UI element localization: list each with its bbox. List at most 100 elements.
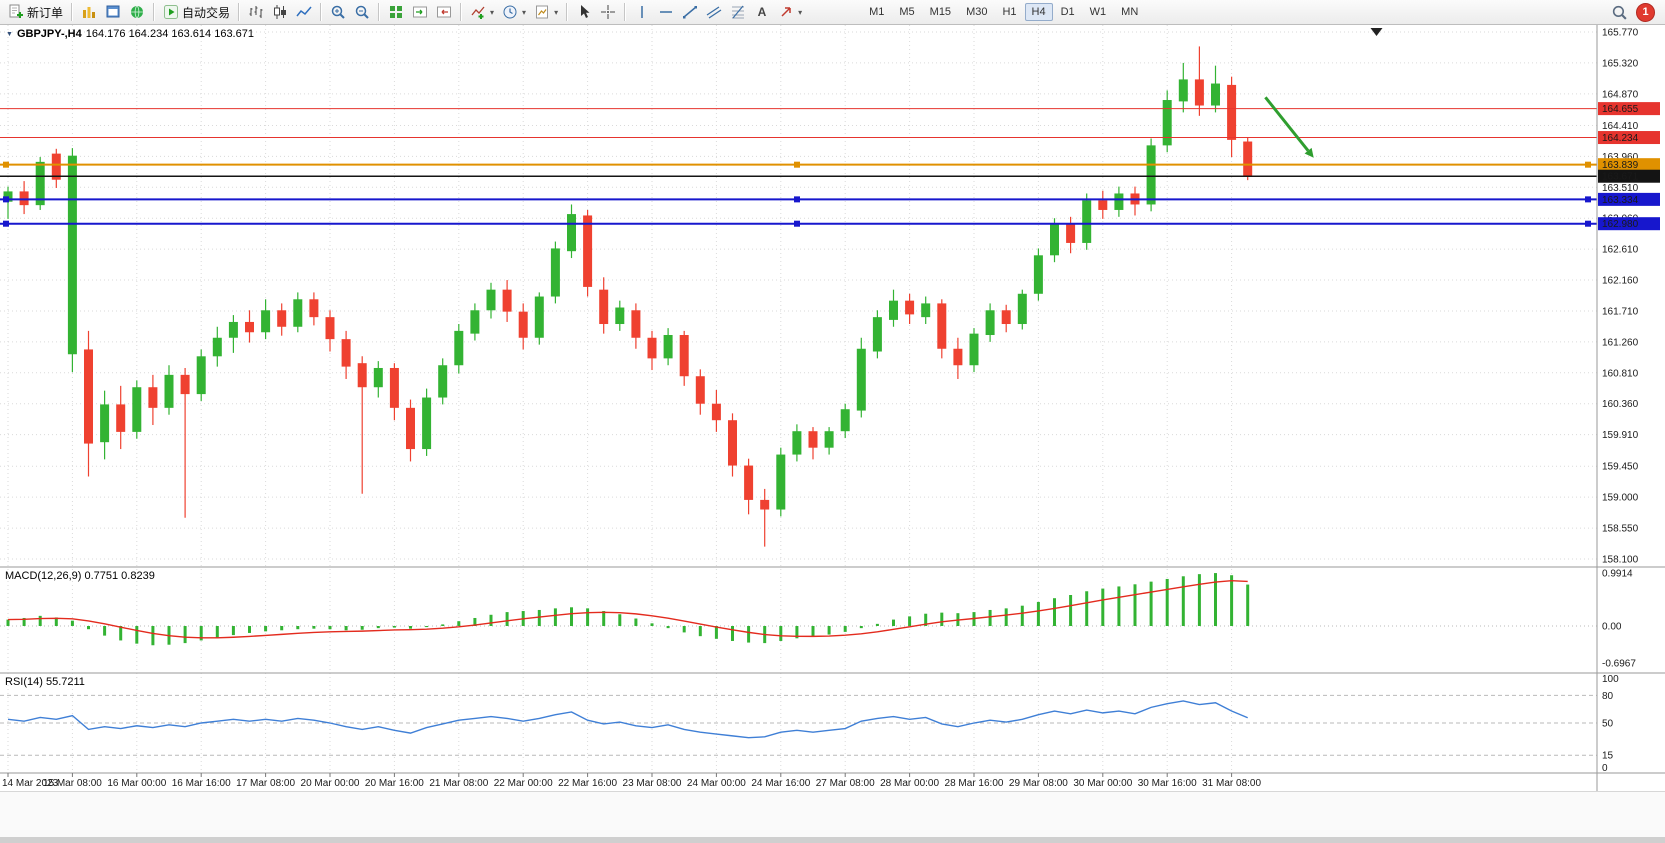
notification-badge[interactable]: 1 — [1636, 2, 1655, 22]
candle — [663, 335, 673, 359]
crosshair-icon — [601, 5, 616, 19]
rsi-axis-label: 80 — [1602, 691, 1614, 702]
time-axis-label: 28 Mar 00:00 — [880, 778, 939, 789]
line-handle[interactable] — [3, 196, 9, 203]
candle — [599, 289, 609, 325]
separator — [238, 3, 241, 21]
chart-background — [0, 25, 1665, 791]
line-handle[interactable] — [1585, 196, 1591, 203]
candle — [19, 191, 29, 206]
price-tick-label: 159.910 — [1602, 430, 1639, 441]
toolbar-right-group: 1 — [1611, 2, 1655, 22]
line-handle[interactable] — [794, 196, 800, 203]
window-resize-edge[interactable] — [0, 837, 1665, 843]
timeframe-button-M15[interactable]: M15 — [929, 6, 952, 18]
text-tool-button[interactable]: A — [750, 2, 774, 22]
macd-axis-label: 0.9914 — [1602, 568, 1633, 579]
timeframe-button-M5[interactable]: M5 — [899, 6, 915, 18]
timeframe-button-M30[interactable]: M30 — [966, 6, 988, 18]
candle — [647, 337, 657, 359]
indicators-button[interactable]: ▾ — [466, 2, 498, 22]
new-order-button[interactable]: 新订单 — [4, 2, 67, 23]
community-button[interactable] — [125, 2, 149, 22]
timeframe-button-H4[interactable]: H4 — [1024, 3, 1053, 21]
horizontal-line-tool-button[interactable] — [654, 2, 678, 22]
price-tick-label: 165.770 — [1602, 28, 1639, 39]
chart-shift-marker[interactable] — [1370, 28, 1383, 36]
channel-tool-button[interactable] — [702, 2, 726, 22]
tile-windows-button[interactable] — [384, 2, 408, 22]
templates-button[interactable]: ▾ — [530, 2, 562, 22]
candle — [889, 300, 898, 320]
autotrading-play-icon — [164, 5, 179, 19]
price-tick-label: 163.510 — [1602, 183, 1639, 194]
price-tick-label: 159.000 — [1602, 493, 1639, 504]
separator — [460, 3, 463, 21]
candlestick-mode-button[interactable] — [268, 2, 292, 22]
profiles-button[interactable] — [101, 2, 125, 22]
timeframe-button-D1[interactable]: D1 — [1060, 6, 1075, 18]
candle — [422, 397, 432, 450]
cursor-tool-button[interactable] — [572, 2, 596, 22]
candle — [1033, 255, 1043, 294]
candle — [1050, 223, 1059, 256]
svg-text:163.671: 163.671 — [1602, 172, 1639, 183]
line-handle[interactable] — [1585, 220, 1591, 227]
macd-signal-line — [7, 579, 1248, 639]
candle — [711, 403, 721, 421]
new-order-label: 新订单 — [27, 5, 64, 20]
new-chart-button[interactable] — [77, 2, 101, 22]
line-handle[interactable] — [794, 220, 800, 227]
candle — [760, 499, 770, 510]
candle — [341, 339, 351, 367]
chart-shift-button[interactable] — [432, 2, 456, 22]
trend-arrow-annotation[interactable] — [1264, 96, 1314, 158]
svg-text:163.334: 163.334 — [1602, 195, 1639, 206]
candles-layer — [3, 46, 1253, 547]
timeframe-button-H1[interactable]: H1 — [1002, 6, 1017, 18]
candle — [534, 296, 544, 338]
macd-axis-label: -0.6967 — [1602, 659, 1636, 670]
candle — [840, 409, 850, 432]
price-tick-label: 160.360 — [1602, 399, 1639, 410]
chevron-down-icon: ▾ — [554, 7, 559, 17]
trendline-tool-button[interactable] — [678, 2, 702, 22]
time-axis-label: 16 Mar 00:00 — [107, 778, 166, 789]
separator — [566, 3, 569, 21]
price-tick-label: 158.550 — [1602, 524, 1639, 535]
channel-icon — [706, 6, 722, 19]
svg-text:A: A — [758, 5, 767, 19]
candle — [808, 431, 818, 448]
line-handle[interactable] — [3, 161, 9, 168]
price-tag-164.655: 164.655 — [1598, 102, 1660, 116]
line-chart-mode-button[interactable] — [292, 2, 316, 22]
time-axis-label: 14 Mar 2023 — [2, 778, 59, 789]
autoscroll-button[interactable] — [408, 2, 432, 22]
autoscroll-icon — [413, 6, 428, 18]
vertical-line-tool-button[interactable] — [630, 2, 654, 22]
bar-chart-mode-button[interactable] — [244, 2, 268, 22]
candle — [245, 321, 254, 333]
crosshair-tool-button[interactable] — [596, 2, 620, 22]
line-handle[interactable] — [3, 220, 9, 227]
separator — [71, 3, 74, 21]
price-tag-164.234: 164.234 — [1598, 131, 1660, 145]
price-tick-label: 162.160 — [1602, 276, 1639, 287]
line-handle[interactable] — [794, 161, 800, 168]
separator — [153, 3, 156, 21]
fibonacci-tool-button[interactable] — [726, 2, 750, 22]
periods-button[interactable]: ▾ — [498, 2, 530, 22]
autotrading-button[interactable]: 自动交易 — [159, 2, 234, 23]
zoom-in-button[interactable] — [326, 2, 350, 22]
timeframe-button-M1[interactable]: M1 — [869, 6, 885, 18]
macd-axis-label: 0.00 — [1602, 622, 1622, 633]
arrows-tool-button[interactable]: ▾ — [774, 2, 806, 22]
timeframe-button-MN[interactable]: MN — [1121, 6, 1139, 18]
timeframe-button-W1[interactable]: W1 — [1089, 6, 1107, 18]
line-handle[interactable] — [1585, 161, 1591, 168]
chart-canvas[interactable]: 165.770 165.320 164.870 164.410 163.960 163.5… — [0, 25, 1665, 791]
zoom-out-button[interactable] — [350, 2, 374, 22]
search-icon[interactable] — [1611, 4, 1628, 21]
svg-text:162.980: 162.980 — [1602, 219, 1639, 230]
time-axis-label: 15 Mar 08:00 — [43, 778, 102, 789]
